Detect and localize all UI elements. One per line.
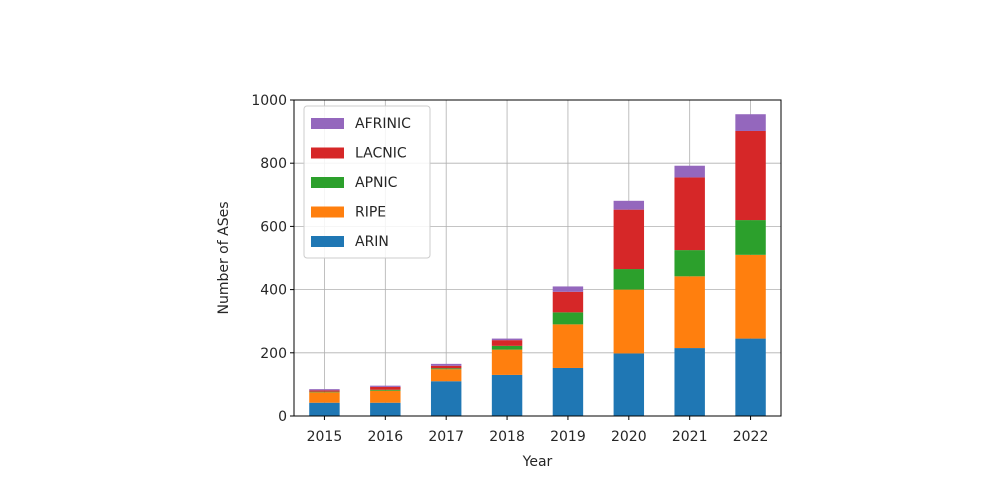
x-tick-label: 2018: [489, 429, 525, 445]
bar-lacnic-2021: [674, 177, 705, 251]
bar-afrinic-2017: [430, 363, 462, 366]
bar-afrinic-2016: [370, 385, 401, 387]
legend-label-lacnic: LACNIC: [355, 146, 407, 162]
bar-afrinic-2019: [552, 286, 584, 292]
bar-lacnic-2020: [613, 209, 645, 270]
legend-swatch-ripe: [311, 206, 344, 218]
bar-lacnic-2018: [491, 340, 523, 346]
x-tick-label: 2022: [733, 429, 769, 445]
bar-afrinic-2020: [613, 200, 645, 210]
bar-ripe-2016: [370, 390, 401, 403]
plot-frame: [293, 99, 782, 417]
bar-arin-2022: [735, 338, 766, 416]
y-tick-label: 600: [260, 219, 287, 235]
bars: [309, 114, 766, 416]
x-tick-label: 2015: [307, 429, 343, 445]
bar-apnic-2015: [309, 391, 340, 393]
x-tick-label: 2017: [428, 429, 464, 445]
bar-apnic-2019: [552, 312, 584, 325]
legend-box: [303, 105, 431, 259]
x-tick-label: 2019: [550, 429, 586, 445]
legend-label-arin: ARIN: [355, 234, 389, 250]
bar-ripe-2017: [430, 369, 462, 382]
y-tick-label: 200: [260, 346, 287, 362]
bar-lacnic-2015: [309, 390, 340, 392]
legend-swatch-apnic: [311, 177, 344, 188]
x-axis-label: Year: [522, 454, 553, 470]
bar-lacnic-2019: [552, 291, 584, 313]
bar-ripe-2019: [552, 324, 584, 368]
bar-afrinic-2018: [491, 338, 523, 341]
bar-ripe-2020: [613, 289, 645, 354]
bar-lacnic-2016: [370, 386, 401, 390]
legend-swatch-lacnic: [311, 147, 344, 159]
ticks: 0 200 400 600 800 1000 2015 2016 2017 2018 2019 202…: [251, 93, 768, 445]
bar-apnic-2017: [430, 368, 462, 370]
y-axis-label: Number of ASes: [216, 201, 232, 314]
bar-lacnic-2022: [735, 130, 766, 221]
bar-afrinic-2022: [735, 114, 766, 131]
bar-arin-2017: [430, 381, 462, 416]
bar-apnic-2020: [613, 269, 645, 290]
bar-arin-2020: [613, 353, 645, 416]
x-tick-label: 2016: [367, 429, 403, 445]
y-tick-label: 800: [260, 156, 287, 172]
x-tick-label: 2020: [611, 429, 647, 445]
bar-apnic-2018: [491, 345, 523, 350]
bar-ripe-2018: [491, 349, 523, 375]
bar-apnic-2016: [370, 389, 401, 391]
legend-label-ripe: RIPE: [355, 205, 386, 221]
bar-arin-2021: [674, 348, 705, 416]
bar-apnic-2021: [674, 250, 705, 277]
bar-ripe-2022: [735, 254, 766, 339]
legend-swatch-arin: [311, 236, 344, 247]
bar-ripe-2021: [674, 276, 705, 349]
y-tick-label: 0: [278, 409, 287, 425]
bar-arin-2015: [309, 402, 340, 416]
y-tick-label: 1000: [251, 93, 287, 109]
legend-label-apnic: APNIC: [355, 175, 398, 191]
bar-arin-2019: [552, 367, 584, 416]
bar-afrinic-2015: [309, 389, 340, 391]
bar-ripe-2015: [309, 392, 340, 403]
bar-afrinic-2021: [674, 165, 705, 178]
bar-apnic-2022: [735, 220, 766, 255]
x-tick-label: 2021: [672, 429, 708, 445]
legend-swatch-afrinic: [311, 118, 344, 129]
y-tick-label: 400: [260, 283, 287, 299]
bar-lacnic-2017: [430, 365, 462, 369]
bar-arin-2016: [370, 402, 401, 416]
legend: AFRINIC LACNIC APNIC RIPE ARIN: [303, 105, 431, 259]
bar-arin-2018: [491, 374, 523, 416]
legend-label-afrinic: AFRINIC: [355, 116, 411, 132]
